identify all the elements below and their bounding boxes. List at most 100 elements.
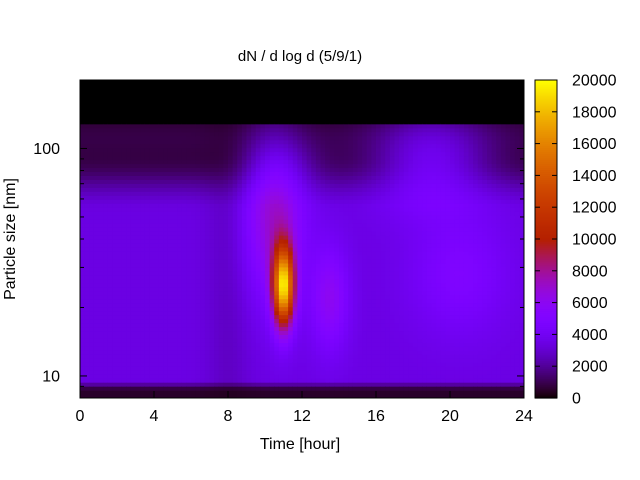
heatmap-cell [121, 199, 127, 204]
heatmap-cell [352, 115, 359, 121]
heatmap-cell [149, 318, 155, 324]
heatmap-cell [297, 302, 303, 308]
heatmap-cell [334, 350, 340, 355]
heatmap-cell [103, 258, 109, 264]
heatmap-cell [89, 231, 95, 236]
heatmap-cell [348, 207, 354, 212]
heatmap-cell [265, 167, 271, 173]
heatmap-cell [362, 155, 368, 161]
heatmap-cell [302, 80, 308, 85]
heatmap-cell [260, 187, 266, 192]
heatmap-cell [158, 211, 164, 216]
heatmap-cell [80, 250, 86, 256]
heatmap-cell [334, 262, 340, 268]
heatmap-cell [283, 246, 289, 252]
heatmap-cell [117, 266, 123, 272]
heatmap-cell [274, 103, 280, 109]
heatmap-cell [135, 107, 141, 113]
heatmap-cell [195, 334, 201, 339]
heatmap-cell [89, 219, 95, 224]
heatmap-cell [172, 338, 178, 343]
heatmap-cell [209, 378, 215, 383]
heatmap-cell [325, 219, 331, 224]
heatmap-cell [311, 330, 317, 335]
heatmap-cell [292, 314, 298, 320]
heatmap-cell [297, 159, 303, 165]
heatmap-cell [237, 286, 243, 292]
heatmap-cell [186, 362, 192, 367]
heatmap-cell [306, 382, 312, 387]
heatmap-cell [158, 250, 164, 256]
heatmap-cell [191, 195, 197, 200]
heatmap-cell [260, 139, 266, 145]
heatmap-cell [357, 334, 363, 339]
heatmap-cell [121, 394, 127, 398]
heatmap-cell [154, 175, 160, 180]
heatmap-cell [218, 306, 224, 312]
heatmap-cell [228, 207, 234, 212]
heatmap-cell [93, 143, 100, 149]
heatmap-cell [311, 310, 317, 316]
heatmap-cell [107, 235, 113, 240]
heatmap-cell [246, 310, 252, 316]
heatmap-cell [181, 191, 187, 196]
heatmap-cell [278, 99, 285, 105]
heatmap-cell [158, 83, 164, 89]
heatmap-cell [348, 378, 354, 383]
heatmap-cell [352, 286, 359, 292]
heatmap-cell [154, 274, 160, 280]
heatmap-cell [320, 310, 326, 316]
heatmap-cell [237, 239, 243, 244]
heatmap-cell [274, 362, 280, 367]
heatmap-cell [144, 87, 150, 93]
heatmap-cell [329, 155, 335, 161]
heatmap-cell [255, 322, 261, 328]
heatmap-cell [98, 151, 104, 157]
heatmap-cell [334, 318, 340, 324]
heatmap-cell [260, 95, 266, 101]
heatmap-cell [218, 219, 224, 224]
heatmap-cell [204, 123, 211, 129]
heatmap-cell [98, 342, 104, 347]
heatmap-cell [181, 135, 187, 141]
heatmap-cell [315, 310, 322, 316]
heatmap-cell [255, 135, 261, 141]
heatmap-cell [357, 175, 363, 180]
heatmap-cell [112, 374, 118, 379]
heatmap-cell [130, 155, 137, 161]
heatmap-cell [334, 87, 340, 93]
heatmap-cell [214, 143, 220, 149]
heatmap-cell [140, 378, 146, 383]
heatmap-cell [144, 326, 150, 332]
heatmap-cell [255, 346, 261, 351]
heatmap-cell [265, 354, 271, 359]
heatmap-cell [265, 163, 271, 169]
heatmap-cell [214, 338, 220, 343]
heatmap-cell [163, 270, 169, 276]
heatmap-cell [237, 302, 243, 308]
heatmap-cell [191, 143, 197, 149]
heatmap-cell [80, 167, 86, 173]
heatmap-cell [228, 143, 234, 149]
heatmap-cell [89, 366, 95, 371]
heatmap-cell [260, 191, 266, 196]
heatmap-cell [306, 207, 312, 212]
heatmap-cell [121, 107, 127, 113]
heatmap-cell [278, 346, 285, 351]
heatmap-cell [265, 330, 271, 335]
heatmap-cell [348, 235, 354, 240]
heatmap-cell [93, 394, 100, 398]
heatmap-cell [265, 318, 271, 324]
heatmap-cell [214, 239, 220, 244]
heatmap-cell [334, 80, 340, 85]
heatmap-cell [306, 159, 312, 165]
heatmap-cell [191, 326, 197, 332]
heatmap-cell [181, 239, 187, 244]
heatmap-cell [80, 294, 86, 300]
heatmap-cell [209, 306, 215, 312]
heatmap-cell [320, 354, 326, 359]
heatmap-cell [89, 302, 95, 308]
heatmap-cell [325, 107, 331, 113]
heatmap-cell [283, 227, 289, 232]
heatmap-cell [214, 131, 220, 137]
